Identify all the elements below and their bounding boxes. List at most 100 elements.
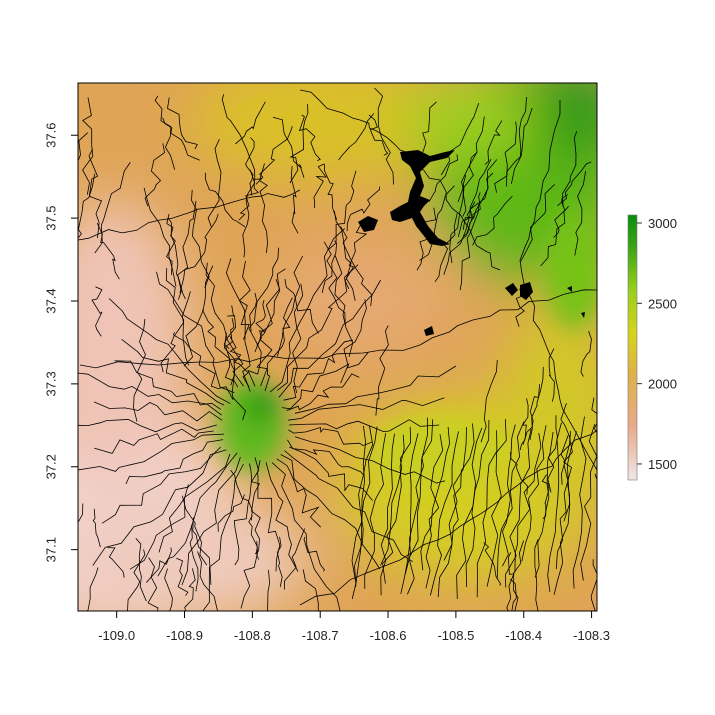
river xyxy=(277,255,304,357)
river xyxy=(539,329,561,401)
river xyxy=(449,174,467,264)
river xyxy=(299,89,361,121)
river xyxy=(284,450,414,563)
river xyxy=(547,422,562,592)
river xyxy=(223,305,237,349)
river xyxy=(547,415,558,493)
river xyxy=(287,439,364,475)
legend-colorbar xyxy=(627,214,638,481)
river xyxy=(179,213,219,294)
y-tick-label: 37.3 xyxy=(44,371,59,396)
river xyxy=(249,247,279,332)
river xyxy=(340,299,367,384)
river xyxy=(167,217,186,300)
river xyxy=(121,338,225,406)
x-tick-label: -109.0 xyxy=(98,628,135,643)
river xyxy=(94,428,214,454)
river xyxy=(375,325,389,416)
river xyxy=(419,185,455,261)
river xyxy=(496,421,525,580)
river xyxy=(197,551,218,611)
river xyxy=(299,559,401,606)
river xyxy=(480,359,498,443)
river xyxy=(462,151,478,217)
river xyxy=(440,102,480,176)
river xyxy=(521,425,547,562)
river xyxy=(256,278,281,387)
river xyxy=(404,419,434,574)
river xyxy=(540,206,569,267)
river xyxy=(93,401,223,422)
river xyxy=(288,426,373,447)
river xyxy=(591,397,597,434)
river xyxy=(407,417,428,595)
river xyxy=(289,446,373,501)
river xyxy=(299,344,421,359)
river xyxy=(334,210,356,301)
river xyxy=(288,397,445,421)
river xyxy=(469,469,541,521)
river xyxy=(463,192,481,237)
river xyxy=(323,241,346,325)
river xyxy=(165,267,190,366)
river xyxy=(340,226,373,307)
river xyxy=(514,433,542,573)
river xyxy=(191,189,210,288)
river xyxy=(176,557,189,596)
river xyxy=(354,425,374,580)
river xyxy=(283,339,353,401)
river xyxy=(157,452,238,577)
river xyxy=(368,114,389,156)
river xyxy=(469,229,501,271)
river xyxy=(289,104,309,184)
river xyxy=(272,116,305,178)
river xyxy=(456,159,498,244)
river xyxy=(580,330,592,377)
river xyxy=(522,384,540,445)
river xyxy=(278,279,381,398)
river xyxy=(486,419,507,587)
river xyxy=(501,424,516,567)
river xyxy=(78,433,225,472)
river xyxy=(380,426,412,566)
river xyxy=(91,286,103,337)
y-axis: 37.1 37.2 37.3 37.4 37.5 37.6 xyxy=(44,123,79,562)
river xyxy=(443,423,475,561)
river xyxy=(560,403,570,485)
river xyxy=(184,568,196,611)
x-tick-label: -108.5 xyxy=(437,628,474,643)
river xyxy=(159,199,241,221)
river xyxy=(510,578,517,611)
x-tick-label: -108.9 xyxy=(166,628,203,643)
river xyxy=(276,458,321,528)
river xyxy=(437,427,467,598)
river-network xyxy=(78,87,597,611)
river xyxy=(562,435,573,522)
x-tick-label: -108.6 xyxy=(370,628,407,643)
river xyxy=(346,186,381,232)
river xyxy=(202,463,244,611)
river xyxy=(245,137,255,196)
x-tick-label: -108.3 xyxy=(573,628,610,643)
river xyxy=(96,222,120,280)
river xyxy=(364,433,387,589)
river xyxy=(465,419,490,588)
river xyxy=(548,348,555,402)
river xyxy=(242,169,256,258)
y-tick-label: 37.5 xyxy=(44,205,59,230)
river xyxy=(143,187,177,287)
river xyxy=(434,213,458,283)
river xyxy=(78,372,222,416)
river xyxy=(114,360,222,410)
river xyxy=(428,154,459,202)
river xyxy=(164,568,173,611)
x-tick-label: -108.8 xyxy=(234,628,271,643)
river xyxy=(78,219,161,241)
river xyxy=(86,567,99,611)
river xyxy=(559,399,597,471)
river xyxy=(238,178,263,221)
river xyxy=(555,430,571,570)
legend-tick-label: 2000 xyxy=(648,377,677,392)
river xyxy=(264,297,293,392)
